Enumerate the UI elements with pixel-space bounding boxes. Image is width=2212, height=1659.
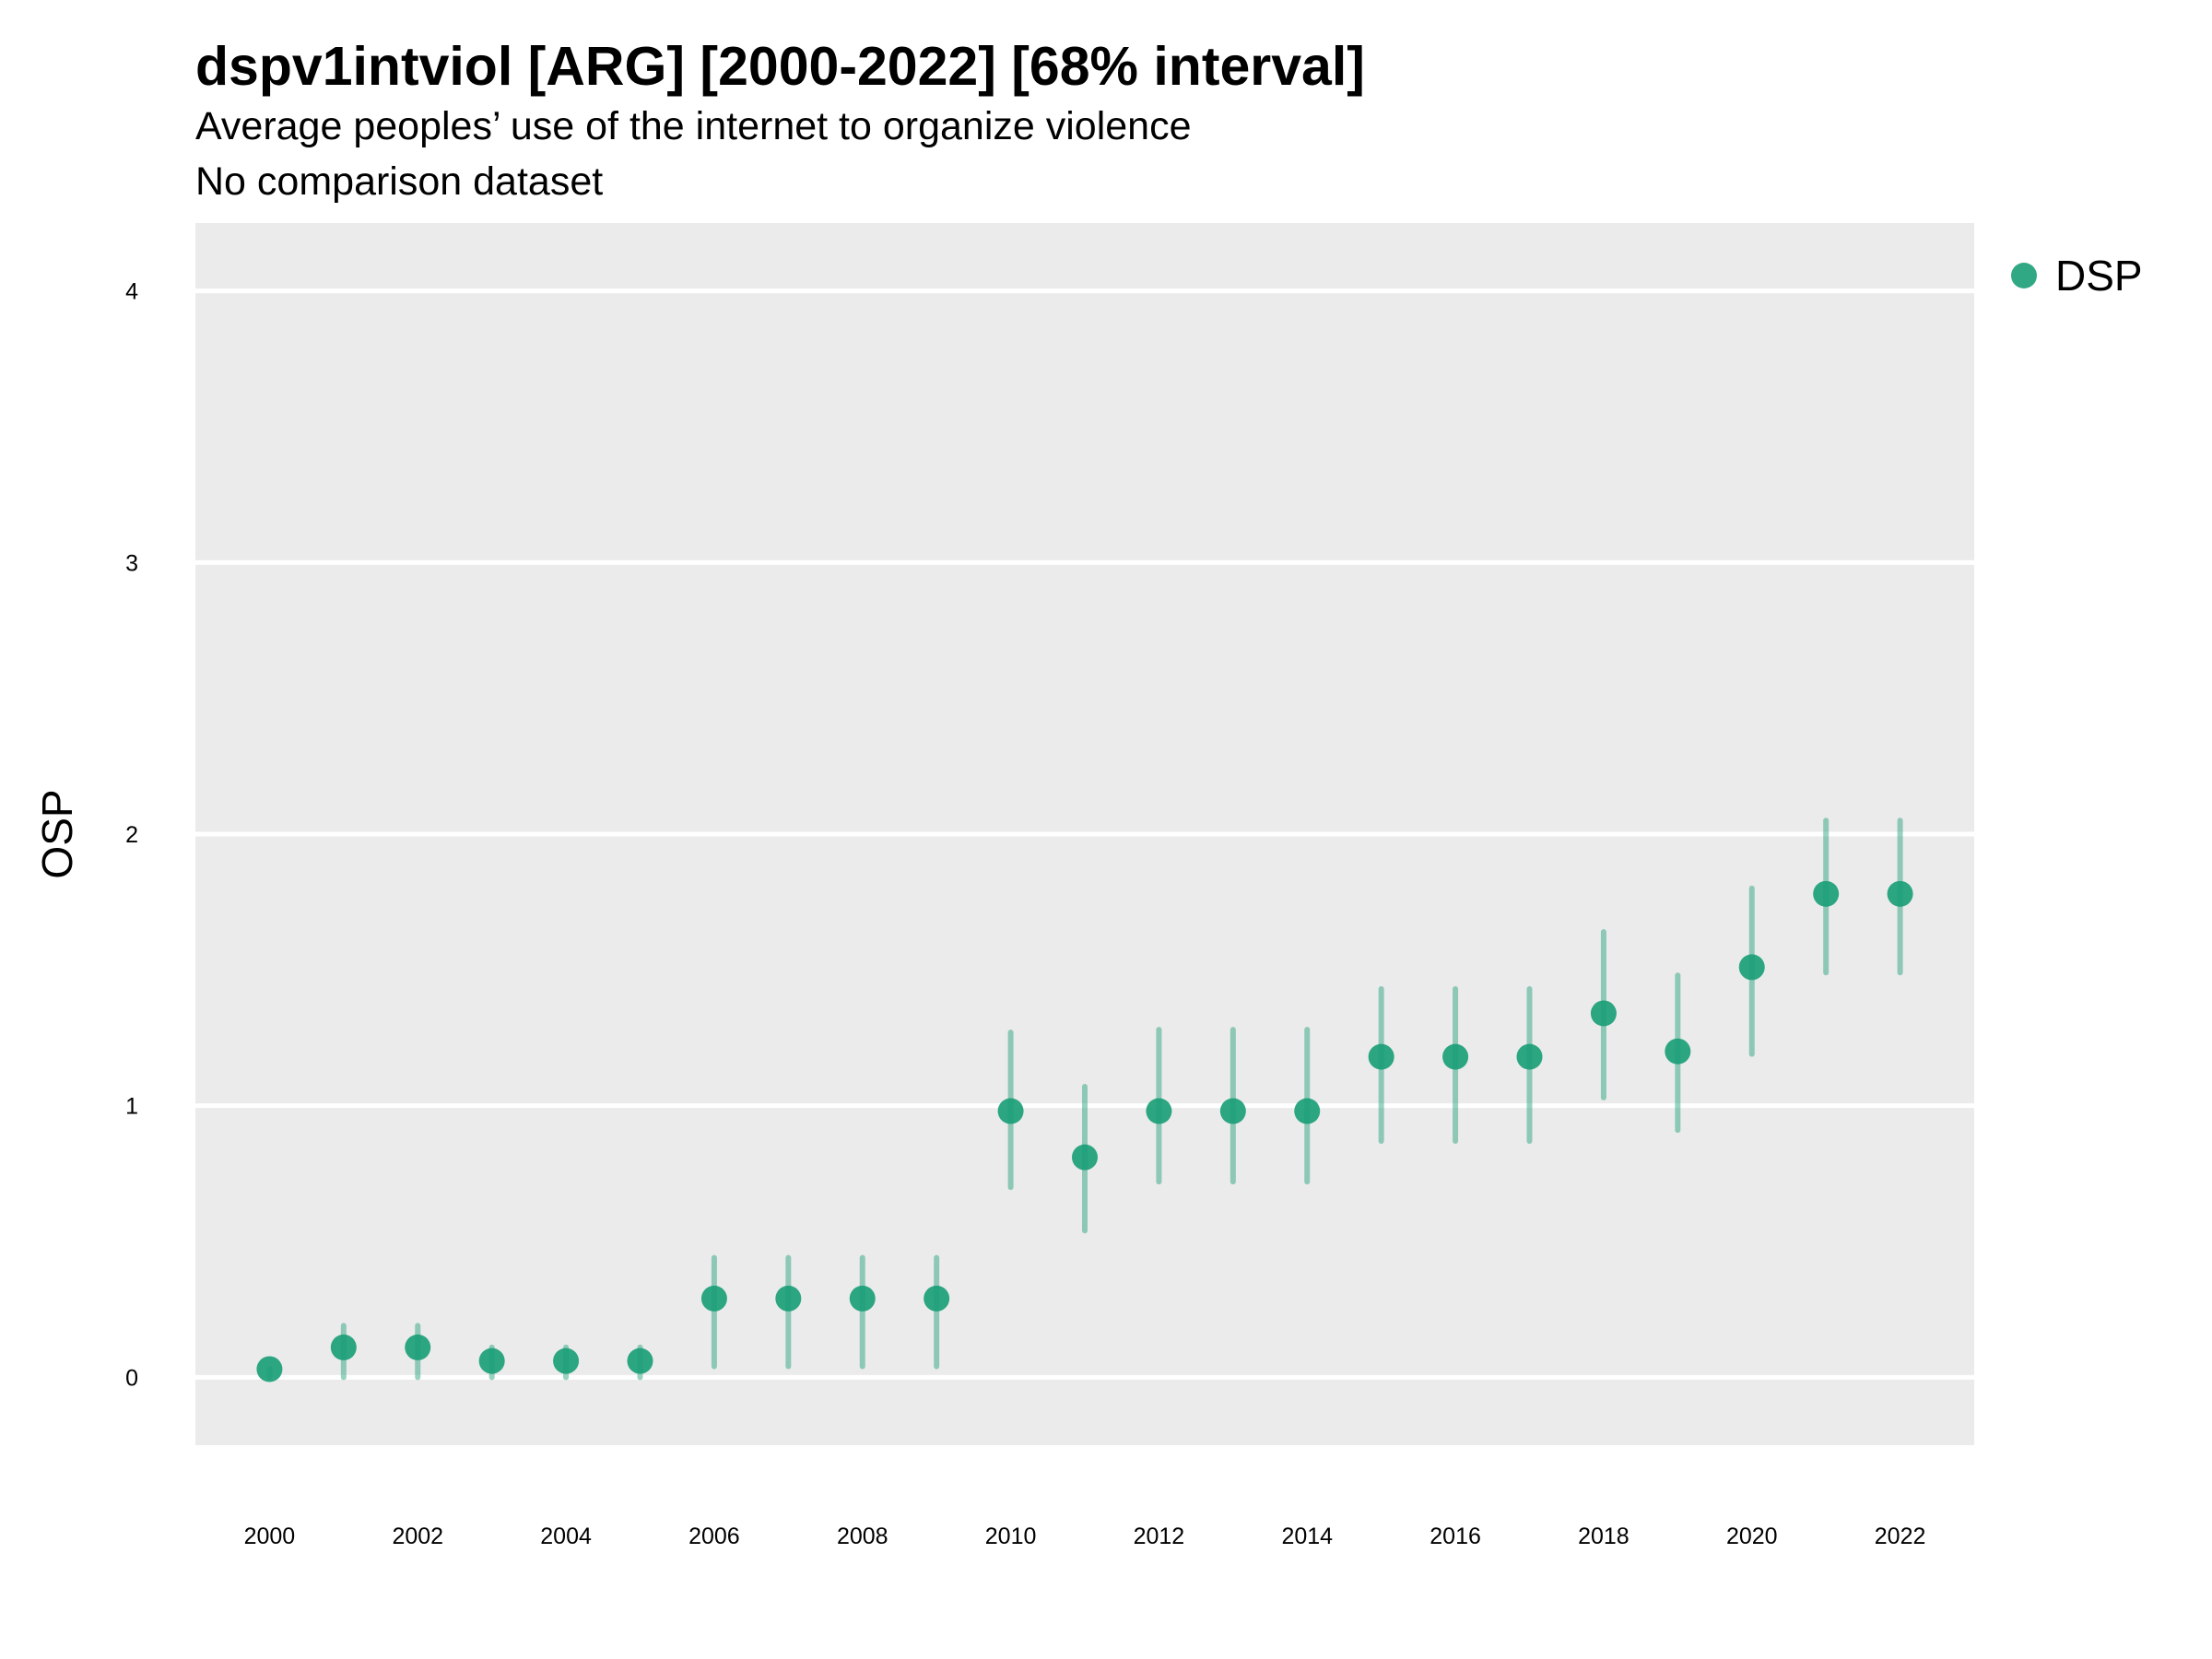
y-axis-label: OSP xyxy=(33,789,81,878)
data-point xyxy=(1442,1043,1469,1070)
x-tick-label: 2012 xyxy=(1134,1524,1185,1549)
data-point xyxy=(775,1285,802,1312)
data-point xyxy=(553,1347,580,1374)
data-point xyxy=(1219,1098,1246,1124)
chart-subtitle: Average peoples’ use of the internet to … xyxy=(195,104,1192,148)
legend-label-dsp: DSP xyxy=(2055,252,2143,300)
y-tick-label: 2 xyxy=(125,822,138,848)
data-point xyxy=(1887,880,1913,907)
y-tick-label: 3 xyxy=(125,550,138,576)
y-tick-label: 1 xyxy=(125,1094,138,1120)
data-point xyxy=(256,1356,283,1382)
gridlines xyxy=(195,288,1974,1380)
data-point xyxy=(1072,1144,1098,1171)
x-tick-label: 2006 xyxy=(688,1524,740,1549)
data-point xyxy=(700,1285,727,1312)
x-tick-label: 2004 xyxy=(540,1524,592,1549)
data-point xyxy=(1294,1098,1321,1124)
x-tick-label: 2008 xyxy=(837,1524,888,1549)
y-tick-label: 4 xyxy=(125,279,138,305)
data-point xyxy=(1738,954,1765,981)
chart-caption: No comparison dataset xyxy=(195,159,604,204)
data-point xyxy=(849,1285,876,1312)
x-tick-label: 2014 xyxy=(1281,1524,1333,1549)
data-point xyxy=(627,1347,653,1374)
y-tick-label: 0 xyxy=(125,1365,138,1391)
y-axis-ticks: 0 1 2 3 4 xyxy=(125,279,138,1392)
legend: DSP xyxy=(2011,251,2143,300)
data-point xyxy=(1146,1098,1172,1124)
x-axis-ticks: 2000 2002 2004 2006 2008 2010 2012 2014 2016 2018… xyxy=(244,1524,1926,1549)
x-tick-label: 2020 xyxy=(1726,1524,1778,1549)
data-point xyxy=(330,1334,357,1360)
x-tick-label: 2002 xyxy=(392,1524,443,1549)
x-tick-label: 2010 xyxy=(985,1524,1037,1549)
data-point xyxy=(478,1347,505,1374)
data-point xyxy=(1590,1000,1617,1027)
x-tick-label: 2022 xyxy=(1875,1524,1926,1549)
data-points xyxy=(256,880,1913,1382)
chart-title: dspv1intviol [ARG] [2000-2022] [68% inte… xyxy=(195,36,1365,97)
data-point xyxy=(924,1285,950,1312)
x-tick-label: 2016 xyxy=(1430,1524,1481,1549)
x-tick-label: 2000 xyxy=(244,1524,296,1549)
data-point xyxy=(405,1334,431,1360)
data-point xyxy=(1516,1043,1543,1070)
data-point xyxy=(997,1098,1024,1124)
x-tick-label: 2018 xyxy=(1578,1524,1630,1549)
data-point xyxy=(1813,880,1840,907)
legend-key-dsp xyxy=(2011,263,2037,288)
data-point xyxy=(1665,1038,1691,1065)
data-point xyxy=(1368,1043,1394,1070)
